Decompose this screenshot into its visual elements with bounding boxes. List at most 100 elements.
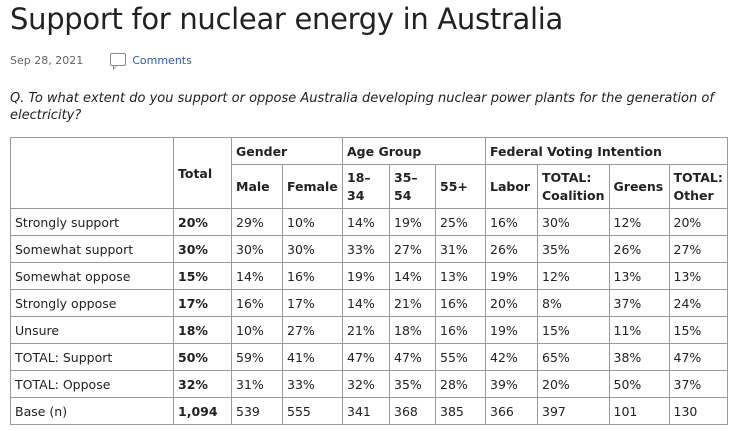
table-cell: 30%: [231, 235, 283, 263]
table-cell: 16%: [485, 208, 538, 236]
age-35-54-header: 35–54: [389, 164, 436, 209]
table-cell: 10%: [282, 208, 343, 236]
table-row: Strongly oppose 17% 16% 17% 14% 21% 16% 20% 8% 37…: [10, 289, 728, 317]
table-cell: 368: [389, 397, 436, 425]
row-label: Somewhat support: [10, 235, 174, 263]
table-cell: 555: [282, 397, 343, 425]
comment-icon[interactable]: [110, 52, 127, 70]
row-label: TOTAL: Support: [10, 343, 174, 371]
table-cell: 385: [435, 397, 486, 425]
table-cell: 42%: [485, 343, 538, 371]
table-cell: 24%: [668, 289, 728, 317]
table-cell: 41%: [282, 343, 343, 371]
table-cell: 19%: [485, 316, 538, 344]
table-cell: 39%: [485, 370, 538, 398]
table-cell: 14%: [389, 262, 436, 290]
total-cell: 1,094: [173, 397, 232, 425]
age-group-header: Age Group: [342, 137, 486, 165]
table-row: Somewhat oppose 15% 14% 16% 19% 14% 13% 19% 12% 1…: [10, 262, 728, 290]
table-cell: 33%: [342, 235, 390, 263]
total-cell: 15%: [173, 262, 232, 290]
total-cell: 20%: [173, 208, 232, 236]
table-cell: 16%: [282, 262, 343, 290]
table-cell: 28%: [435, 370, 486, 398]
post-meta: Sep 28, 2021 Comments: [10, 51, 192, 70]
table-cell: 16%: [435, 289, 486, 317]
table-cell: 31%: [435, 235, 486, 263]
table-cell: 13%: [668, 262, 728, 290]
table-cell: 17%: [282, 289, 343, 317]
total-cell: 30%: [173, 235, 232, 263]
table-cell: 101: [608, 397, 670, 425]
table-cell: 20%: [485, 289, 538, 317]
labor-header: Labor: [485, 164, 538, 209]
table-cell: 31%: [231, 370, 283, 398]
table-cell: 35%: [537, 235, 610, 263]
row-label: Unsure: [10, 316, 174, 344]
table-cell: 8%: [537, 289, 610, 317]
table-cell: 130: [668, 397, 728, 425]
table-row: Strongly support 20% 29% 10% 14% 19% 25% 16% 30%…: [10, 208, 728, 236]
table-row: TOTAL: Oppose 32% 31% 33% 32% 35% 28% 39% 20% 50%…: [10, 370, 728, 398]
table-cell: 14%: [342, 208, 390, 236]
table-cell: 21%: [389, 289, 436, 317]
table-cell: 27%: [389, 235, 436, 263]
row-label: Strongly support: [10, 208, 174, 236]
table-cell: 59%: [231, 343, 283, 371]
survey-question: Q. To what extent do you support or oppo…: [10, 91, 714, 123]
age-18-34-header: 18–34: [342, 164, 390, 209]
table-cell: 21%: [342, 316, 390, 344]
total-cell: 50%: [173, 343, 232, 371]
table-cell: 13%: [435, 262, 486, 290]
table-row: TOTAL: Support 50% 59% 41% 47% 47% 55% 42% 65% 38…: [10, 343, 728, 371]
table-cell: 341: [342, 397, 390, 425]
table-cell: 32%: [342, 370, 390, 398]
table-cell: 397: [537, 397, 610, 425]
table-row: Somewhat support 30% 30% 30% 33% 27% 31% 26% 35%…: [10, 235, 728, 263]
table-row: Base (n) 1,094 539 555 341 368 385 366 397 101 130: [10, 397, 728, 425]
table-cell: 27%: [282, 316, 343, 344]
table-row: Unsure 18% 10% 27% 21% 18% 16% 19% 15% 11% 15%: [10, 316, 728, 344]
table-cell: 10%: [231, 316, 283, 344]
male-header: Male: [231, 164, 283, 209]
table-cell: 539: [231, 397, 283, 425]
table-cell: 14%: [342, 289, 390, 317]
table-cell: 15%: [668, 316, 728, 344]
row-label: TOTAL: Oppose: [10, 370, 174, 398]
table-cell: 19%: [342, 262, 390, 290]
table-cell: 16%: [435, 316, 486, 344]
other-header: TOTAL: Other: [668, 164, 728, 209]
table-cell: 16%: [231, 289, 283, 317]
total-cell: 17%: [173, 289, 232, 317]
table-cell: 15%: [537, 316, 610, 344]
row-label: Base (n): [10, 397, 174, 425]
age-55-plus-header: 55+: [435, 164, 486, 209]
table-cell: 33%: [282, 370, 343, 398]
table-cell: 30%: [537, 208, 610, 236]
table-cell: 29%: [231, 208, 283, 236]
table-cell: 13%: [608, 262, 670, 290]
coalition-header: TOTAL: Coalition: [537, 164, 610, 209]
vote-group-header: Federal Voting Intention: [485, 137, 728, 165]
table-cell: 37%: [608, 289, 670, 317]
table-cell: 35%: [389, 370, 436, 398]
table-cell: 20%: [537, 370, 610, 398]
total-cell: 18%: [173, 316, 232, 344]
comments-link[interactable]: Comments: [132, 53, 192, 67]
greens-header: Greens: [608, 164, 670, 209]
page-title: Support for nuclear energy in Australia: [10, 2, 563, 36]
table-cell: 47%: [389, 343, 436, 371]
gender-group-header: Gender: [231, 137, 343, 165]
table-cell: 12%: [608, 208, 670, 236]
table-cell: 12%: [537, 262, 610, 290]
corner-cell: [10, 137, 174, 209]
table-cell: 50%: [608, 370, 670, 398]
table-cell: 11%: [608, 316, 670, 344]
table-cell: 366: [485, 397, 538, 425]
table-cell: 25%: [435, 208, 486, 236]
table-cell: 38%: [608, 343, 670, 371]
table-cell: 14%: [231, 262, 283, 290]
table-cell: 47%: [342, 343, 390, 371]
table-cell: 20%: [668, 208, 728, 236]
total-cell: 32%: [173, 370, 232, 398]
